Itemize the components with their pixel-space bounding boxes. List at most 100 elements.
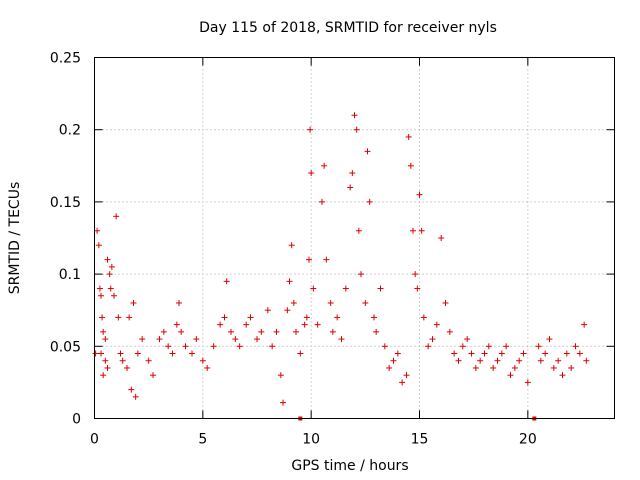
data-point: [516, 357, 523, 364]
data-point: [459, 343, 466, 350]
data-point: [498, 350, 505, 357]
x-tick-label: 15: [411, 432, 429, 448]
y-tick-label: 0.05: [50, 339, 81, 355]
data-point: [334, 314, 341, 321]
data-point: [182, 343, 189, 350]
data-point: [485, 343, 492, 350]
data-point: [446, 328, 453, 335]
data-point: [323, 256, 330, 263]
y-axis-label: SRMTID / TECUs: [7, 182, 23, 295]
data-point: [193, 336, 200, 343]
data-point: [258, 328, 265, 335]
x-tick-label: 0: [90, 432, 99, 448]
data-point: [99, 314, 106, 321]
data-point: [130, 299, 137, 306]
data-point: [273, 328, 280, 335]
data-point: [269, 343, 276, 350]
data-point: [418, 227, 425, 234]
data-point: [107, 285, 114, 292]
data-point: [310, 285, 317, 292]
data-point: [503, 343, 510, 350]
data-point: [100, 328, 107, 335]
data-point: [355, 227, 362, 234]
plot-frame: [94, 57, 615, 419]
data-point: [390, 357, 397, 364]
data-point: [254, 336, 260, 343]
data-point: [338, 336, 345, 343]
data-point: [178, 328, 185, 335]
data-point: [524, 379, 531, 386]
data-point: [576, 350, 583, 357]
data-point: [481, 350, 488, 357]
data-point: [264, 307, 271, 314]
data-point: [104, 364, 111, 371]
data-point: [165, 343, 172, 350]
data-point: [115, 314, 122, 321]
data-point: [308, 170, 315, 177]
data-point: [349, 170, 356, 177]
data-point: [394, 350, 401, 357]
data-point: [442, 299, 449, 306]
data-point: [572, 343, 579, 350]
data-point: [117, 350, 124, 357]
data-point: [124, 364, 130, 371]
data-point: [119, 357, 126, 364]
data-point: [535, 343, 542, 350]
data-point: [100, 372, 107, 379]
data-point: [347, 184, 354, 191]
data-point: [362, 299, 369, 306]
data-point: [102, 336, 109, 343]
data-point: [247, 314, 254, 321]
chart-title: Day 115 of 2018, SRMTID for receiver nyl…: [199, 20, 497, 36]
data-point: [583, 357, 590, 364]
data-point: [546, 336, 553, 343]
data-point: [102, 357, 109, 364]
data-point: [173, 321, 180, 328]
data-point: [98, 350, 104, 357]
data-point: [520, 350, 527, 357]
data-point: [277, 372, 284, 379]
data-point: [412, 271, 419, 278]
data-point: [307, 126, 314, 133]
data-point: [425, 343, 432, 350]
data-point: [438, 235, 445, 241]
data-point: [204, 364, 211, 371]
data-point: [373, 328, 380, 335]
data-point: [468, 350, 475, 357]
y-tick-label: 0.2: [59, 123, 81, 139]
data-point: [221, 314, 228, 321]
data-point: [223, 278, 230, 285]
data-point: [455, 357, 462, 364]
data-point: [126, 314, 133, 321]
data-point: [563, 350, 570, 357]
data-point: [507, 372, 514, 379]
data-point: [236, 343, 243, 350]
data-point: [284, 307, 291, 314]
data-point: [381, 343, 388, 350]
data-point: [94, 227, 101, 234]
data-point: [581, 321, 588, 328]
data-point: [104, 256, 111, 263]
data-point: [306, 256, 312, 263]
y-tick-label: 0.1: [59, 267, 81, 283]
data-point: [351, 112, 358, 119]
data-point: [228, 328, 234, 335]
x-axis-label: GPS time / hours: [291, 458, 408, 474]
data-point: [364, 148, 371, 155]
data-point: [132, 393, 139, 400]
data-point: [366, 198, 373, 205]
data-point: [96, 285, 103, 292]
data-point: [134, 350, 141, 357]
data-point: [494, 357, 501, 364]
data-point: [232, 336, 239, 343]
data-point: [550, 364, 557, 371]
data-point: [416, 191, 423, 198]
y-tick-label: 0.15: [50, 195, 81, 211]
data-point: [414, 285, 421, 292]
data-point: [92, 350, 99, 357]
data-point: [314, 321, 321, 328]
data-point: [386, 364, 393, 371]
data-point: [405, 133, 412, 140]
data-point: [108, 263, 115, 270]
